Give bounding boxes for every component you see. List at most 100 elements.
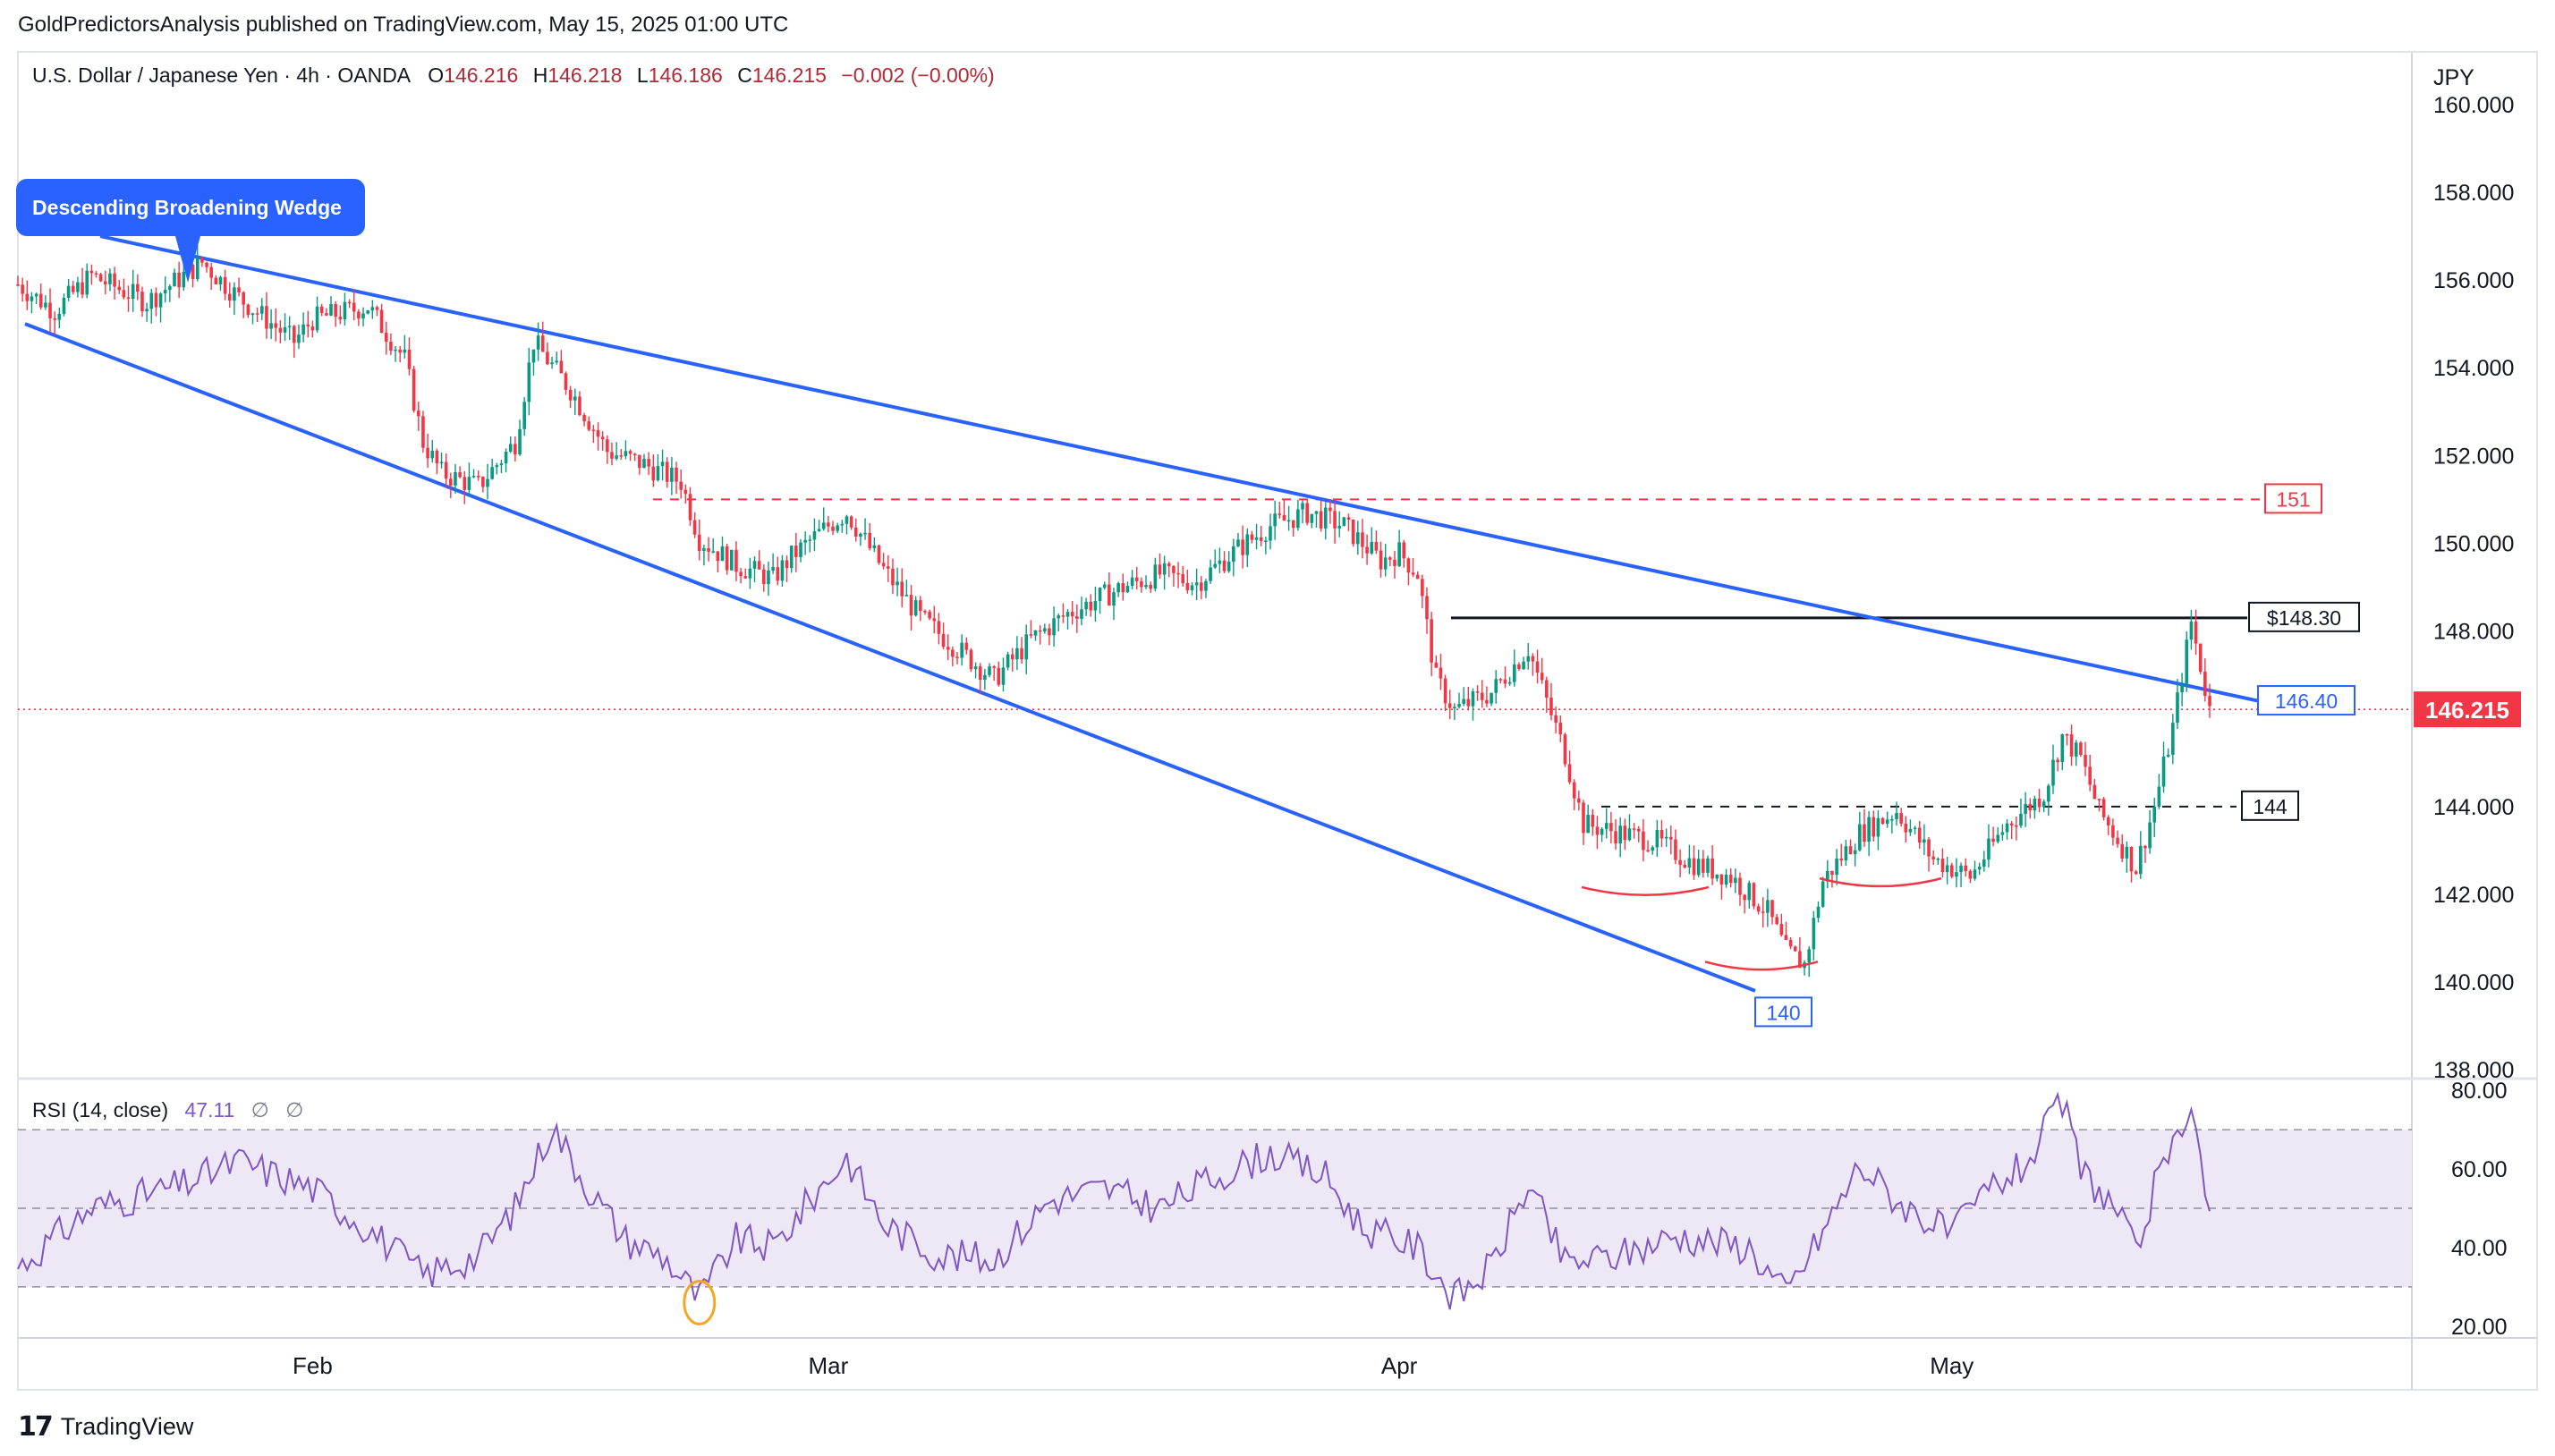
price-tick-10: 140.000 bbox=[2433, 970, 2514, 995]
candle-body-205 bbox=[960, 642, 963, 658]
candle-body-127 bbox=[600, 436, 605, 440]
candle-body-188 bbox=[881, 563, 886, 567]
candle-body-236 bbox=[1102, 584, 1107, 588]
candle-body-306 bbox=[1425, 596, 1429, 620]
candle-body-410 bbox=[1904, 823, 1908, 833]
symbol-name: U.S. Dollar / Japanese Yen · 4h · OANDA bbox=[32, 63, 412, 87]
candle-body-476 bbox=[2208, 696, 2211, 707]
candle-body-398 bbox=[1848, 846, 1853, 855]
candle-body-282 bbox=[1314, 511, 1319, 514]
candle-body-356 bbox=[1655, 829, 1659, 848]
candle-body-276 bbox=[1286, 520, 1291, 522]
candle-body-324 bbox=[1507, 681, 1512, 684]
label-140-box bbox=[1754, 996, 1812, 1028]
tradingview-logo[interactable]: 17 TradingView bbox=[18, 1411, 193, 1443]
time-axis[interactable]: Feb Mar Apr May bbox=[293, 1352, 1974, 1379]
wedge-lines[interactable] bbox=[24, 234, 2261, 993]
candle-body-254 bbox=[1185, 582, 1190, 590]
candle-body-321 bbox=[1494, 679, 1498, 693]
candle-body-217 bbox=[1015, 648, 1019, 660]
label-144-box bbox=[2241, 790, 2299, 821]
candle-body-369 bbox=[1715, 874, 1719, 879]
candle-body-117 bbox=[555, 360, 559, 363]
candle-body-144 bbox=[679, 481, 683, 490]
candle-body-36 bbox=[182, 271, 186, 288]
tradingview-logo-text: TradingView bbox=[60, 1413, 194, 1440]
candle-body-76 bbox=[366, 310, 369, 314]
candle-body-1 bbox=[21, 284, 24, 294]
candle-body-428 bbox=[1987, 838, 1991, 860]
candle-body-42 bbox=[209, 267, 213, 278]
candle-body-429 bbox=[1991, 838, 1995, 842]
candle-body-41 bbox=[205, 262, 208, 267]
candle-body-380 bbox=[1766, 900, 1770, 913]
candle-body-264 bbox=[1232, 546, 1235, 563]
price-tick-1: 158.000 bbox=[2433, 181, 2514, 206]
candle-body-159 bbox=[748, 568, 752, 579]
candle-body-340 bbox=[1582, 802, 1585, 834]
candle-body-231 bbox=[1080, 609, 1083, 619]
candle-body-61 bbox=[297, 334, 301, 343]
candle-body-176 bbox=[827, 522, 830, 527]
candle-body-300 bbox=[1397, 542, 1401, 566]
candle-body-147 bbox=[692, 520, 697, 535]
candle-body-223 bbox=[1042, 628, 1047, 631]
candle-body-363 bbox=[1687, 858, 1692, 868]
candle-body-307 bbox=[1430, 619, 1433, 663]
candle-body-445 bbox=[2065, 734, 2069, 736]
candle-body-385 bbox=[1788, 940, 1793, 947]
rsi-tick-1: 60.00 bbox=[2451, 1157, 2508, 1182]
candle-body-54 bbox=[265, 306, 268, 329]
candle-body-230 bbox=[1075, 616, 1079, 619]
candle-body-69 bbox=[334, 303, 337, 317]
candle-body-187 bbox=[877, 545, 881, 563]
candle-body-17 bbox=[94, 273, 98, 275]
candle-body-114 bbox=[540, 335, 545, 352]
candle-body-447 bbox=[2074, 742, 2078, 757]
currency-label[interactable]: JPY bbox=[2433, 65, 2474, 90]
candle-body-381 bbox=[1770, 900, 1774, 918]
price-axis[interactable]: 160.000 158.000 156.000 154.000 152.000 150.0… bbox=[2433, 93, 2514, 1340]
candle-body-332 bbox=[1545, 680, 1549, 698]
candle-body-383 bbox=[1779, 924, 1784, 935]
candle-body-357 bbox=[1659, 829, 1664, 839]
candle-body-19 bbox=[103, 281, 107, 284]
candle-body-60 bbox=[293, 326, 296, 343]
candle-body-46 bbox=[227, 293, 232, 301]
candle-body-145 bbox=[683, 489, 688, 495]
candle-body-167 bbox=[785, 560, 789, 569]
candle-body-214 bbox=[1001, 667, 1006, 685]
candle-body-211 bbox=[988, 666, 991, 675]
rsi-series bbox=[17, 1091, 2211, 1325]
candle-body-298 bbox=[1388, 557, 1392, 560]
candle-body-48 bbox=[237, 287, 241, 292]
candle-body-260 bbox=[1213, 563, 1218, 568]
rsi-band-layer bbox=[18, 1129, 2412, 1288]
label-148-30-text: $148.30 bbox=[2267, 606, 2341, 630]
candle-body-158 bbox=[743, 576, 748, 579]
candle-body-185 bbox=[868, 532, 872, 548]
candle-body-378 bbox=[1756, 906, 1761, 912]
annotation-labels[interactable]: Descending Broadening Wedge 151 $148.30 146… bbox=[16, 179, 2521, 1028]
candle-body-415 bbox=[1927, 839, 1931, 857]
price-tick-8: 144.000 bbox=[2433, 795, 2514, 820]
candle-body-426 bbox=[1977, 866, 1982, 870]
candle-body-190 bbox=[891, 568, 895, 586]
candle-body-6 bbox=[44, 302, 47, 308]
candle-body-320 bbox=[1490, 692, 1493, 704]
candle-body-224 bbox=[1048, 628, 1051, 636]
candle-body-103 bbox=[490, 467, 494, 479]
candle-body-446 bbox=[2069, 734, 2074, 757]
candle-body-329 bbox=[1531, 656, 1535, 662]
candle-body-65 bbox=[315, 306, 319, 331]
candle-body-101 bbox=[481, 477, 485, 487]
candle-body-400 bbox=[1858, 824, 1862, 851]
candle-body-216 bbox=[1010, 654, 1014, 660]
candle-body-168 bbox=[789, 546, 794, 569]
candle-body-293 bbox=[1365, 546, 1369, 554]
candle-body-274 bbox=[1278, 513, 1282, 515]
candle-body-133 bbox=[628, 451, 632, 454]
candle-body-297 bbox=[1383, 557, 1388, 570]
candle-body-301 bbox=[1402, 542, 1406, 559]
